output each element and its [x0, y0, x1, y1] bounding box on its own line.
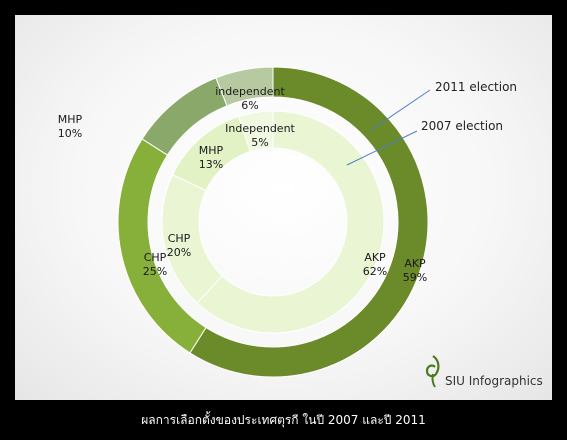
annotation-label-2: 2007 election — [421, 119, 503, 133]
data-label-inner-mhp: MHP 13% — [199, 144, 224, 171]
data-label-outer-independent: independent 6% — [215, 85, 285, 112]
annotation-label-1: 2011 election — [435, 80, 517, 94]
slice-inner-independent — [238, 110, 274, 153]
annotation-line-2 — [346, 130, 418, 166]
annotation-line-1 — [370, 89, 431, 131]
data-label-outer-mhp: MHP 10% — [58, 113, 83, 140]
swirl-logo-icon — [425, 355, 440, 388]
slice-outer-akp — [189, 66, 429, 378]
doughnut-chart: AKP 59% CHP 25% MHP 10% independent 6% AKP 62% CHP… — [58, 66, 543, 388]
data-label-inner-independent: Independent 5% — [225, 122, 295, 149]
slice-outer-independent — [215, 66, 274, 107]
chart-panel: AKP 59% CHP 25% MHP 10% independent 6% AKP 62% CHP… — [15, 15, 552, 400]
brand: SIU Infographics — [425, 355, 543, 388]
brand-name: SIU Infographics — [445, 374, 543, 388]
caption: ผลการเลือกตั้งของประเทศตุรกี ในปี 2007 แ… — [141, 413, 426, 427]
data-label-inner-akp: AKP 62% — [363, 251, 387, 278]
data-label-outer-chp: CHP 25% — [143, 251, 167, 278]
data-label-inner-chp: CHP 20% — [167, 232, 191, 259]
slice-inner-akp — [196, 110, 385, 334]
data-label-outer-akp: AKP 59% — [403, 257, 427, 284]
